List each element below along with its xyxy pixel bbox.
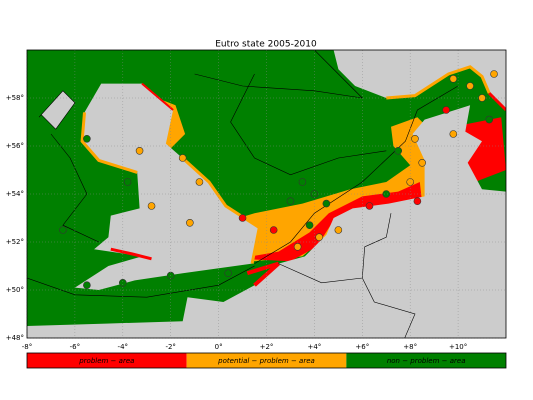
map-title: Eutro state 2005-2010 (215, 40, 317, 50)
boundary (362, 277, 416, 338)
legend-swatch (346, 353, 506, 368)
station (269, 226, 278, 234)
land (333, 50, 506, 110)
station (186, 219, 194, 227)
legend-swatch (27, 353, 187, 368)
legend-label: problem − area (78, 357, 134, 365)
coastal-band (141, 82, 174, 111)
station (466, 82, 474, 90)
y-tick-label: +54° (6, 190, 24, 198)
station (147, 202, 156, 210)
x-tick-label: +8° (403, 343, 417, 351)
legend-swatch (186, 353, 347, 368)
station (382, 190, 391, 198)
station (322, 199, 331, 208)
y-tick-label: +52° (6, 238, 24, 246)
station (485, 115, 494, 124)
station (334, 226, 343, 234)
station (83, 135, 91, 143)
y-tick-label: +56° (6, 142, 24, 150)
legend-label: non − problem − area (387, 357, 466, 365)
station (178, 154, 187, 162)
station (123, 178, 132, 186)
boundary (27, 265, 255, 298)
problem-area (237, 182, 423, 262)
x-tick-label: +6° (355, 343, 369, 351)
station (365, 202, 374, 210)
station (315, 233, 323, 241)
x-tick-label: +4° (307, 343, 321, 351)
land (27, 105, 506, 338)
coast (38, 90, 76, 130)
land (74, 83, 260, 290)
y-tick-label: +48° (6, 334, 24, 342)
station (83, 281, 91, 290)
y-tick-label: +50° (6, 286, 24, 294)
coastal-band (110, 247, 152, 261)
x-tick-label: -2° (165, 343, 175, 351)
station (442, 106, 450, 114)
map-area: -8° -6° -4° -2° 0° +2° +4° +6° +8° +10° +48° +50° +5… (6, 49, 507, 351)
station (298, 178, 307, 186)
coastal-band (80, 112, 138, 174)
x-tick-label: 0° (215, 343, 223, 351)
station (195, 178, 204, 186)
legend-label: potential − problem − area (217, 357, 315, 365)
x-tick-label: +10° (449, 343, 467, 351)
map-frame (26, 49, 507, 339)
station (59, 226, 67, 234)
station (305, 221, 314, 229)
station (413, 197, 422, 205)
problem-area (132, 88, 186, 156)
station (394, 147, 403, 155)
coastal-band (488, 92, 506, 112)
station (293, 243, 302, 251)
y-tick-label: +58° (6, 94, 24, 102)
station (119, 278, 127, 287)
station (449, 130, 458, 138)
boundary (278, 213, 392, 284)
station (418, 159, 426, 167)
x-tick-label: +2° (260, 343, 274, 351)
x-tick-label: -8° (22, 343, 32, 351)
boundary (230, 73, 387, 176)
station (490, 70, 498, 78)
boundary (194, 50, 364, 99)
x-tick-label: -4° (118, 343, 128, 351)
station (411, 135, 419, 143)
station (286, 197, 295, 205)
station (478, 94, 486, 102)
coastal-band (184, 159, 261, 264)
station (238, 214, 247, 222)
legend-frame (26, 352, 507, 369)
station (449, 75, 458, 83)
potential-area (206, 117, 447, 262)
station (224, 269, 232, 278)
station (135, 147, 144, 155)
x-tick-label: -6° (70, 343, 80, 351)
